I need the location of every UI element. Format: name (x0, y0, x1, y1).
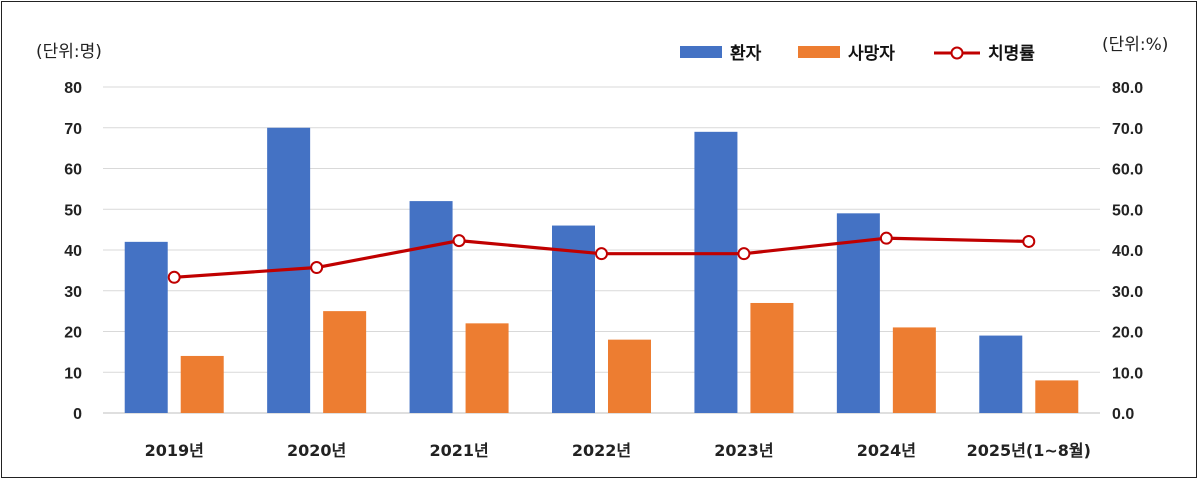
fatality-rate-point (737, 247, 751, 261)
left-axis-unit: (단위:명) (36, 42, 102, 62)
y-tick-label: 10 (64, 365, 82, 382)
y-tick-label: 60 (64, 162, 82, 179)
bar-deaths (608, 339, 651, 413)
x-category-label: 2022년 (572, 441, 631, 460)
y-tick-label: 70 (64, 121, 82, 138)
bar-patients (836, 213, 880, 413)
bar-deaths (750, 302, 794, 413)
y-right-tick-label: 30.0 (1112, 284, 1143, 301)
legend-label: 치명률 (988, 44, 1035, 64)
legend-label: 환자 (730, 44, 762, 64)
fatality-rate-point (879, 231, 893, 245)
fatality-rate-point (595, 247, 608, 261)
x-category-label: 2020년 (287, 441, 346, 460)
line-series (167, 231, 1036, 284)
bar-deaths (1035, 380, 1079, 413)
x-category-label: 2025년(1~8월) (967, 441, 1091, 460)
y-right-tick-label: 60.0 (1112, 162, 1143, 179)
fatality-rate-point (167, 270, 181, 284)
x-category-label: 2021년 (429, 441, 488, 460)
bar-deaths (892, 327, 936, 413)
y-tick-label: 80 (64, 80, 82, 97)
y-tick-label: 50 (64, 202, 82, 219)
right-axis-ticks: 0.0 10.0 20.0 30.0 40.0 50.0 60.0 70.0 80.0 (1112, 80, 1143, 423)
left-axis-ticks: 0 10 20 30 40 50 60 70 80 (64, 80, 82, 423)
right-axis-unit: (단위:%) (1102, 35, 1168, 55)
bar-deaths (465, 323, 509, 413)
x-category-label: 2023년 (714, 441, 773, 460)
legend: 환자 사망자 치명률 (680, 44, 1035, 64)
fatality-rate-point (310, 261, 324, 275)
y-tick-label: 40 (64, 243, 82, 260)
x-category-label: 2024년 (857, 441, 916, 460)
y-right-tick-label: 70.0 (1112, 121, 1143, 138)
y-tick-label: 20 (64, 325, 82, 342)
y-tick-label: 0 (73, 406, 82, 423)
bar-patients (979, 335, 1023, 413)
y-right-tick-label: 10.0 (1112, 365, 1143, 382)
y-right-tick-label: 40.0 (1112, 243, 1143, 260)
y-right-tick-label: 80.0 (1112, 80, 1143, 97)
bar-deaths (323, 311, 367, 413)
bar-patients (552, 225, 595, 413)
bar-patients (124, 241, 168, 413)
bar-series (124, 127, 1079, 413)
legend-swatch-patients (680, 46, 722, 58)
fatality-rate-point (452, 234, 466, 248)
legend-label: 사망자 (848, 44, 895, 64)
y-right-tick-label: 50.0 (1112, 202, 1143, 219)
x-category-label: 2019년 (145, 441, 204, 460)
y-right-tick-label: 20.0 (1112, 325, 1143, 342)
bar-deaths (180, 355, 224, 413)
fatality-rate-point (1022, 234, 1036, 248)
legend-swatch-deaths (798, 46, 840, 58)
category-labels: 2019년 2020년 2021년 2022년 2023년 2024년 2025년(1~8월… (145, 441, 1091, 460)
bar-patients (409, 201, 453, 413)
legend-marker-rate (950, 46, 964, 60)
y-tick-label: 30 (64, 284, 82, 301)
bar-patients (694, 131, 738, 413)
y-right-tick-label: 0.0 (1112, 406, 1134, 423)
